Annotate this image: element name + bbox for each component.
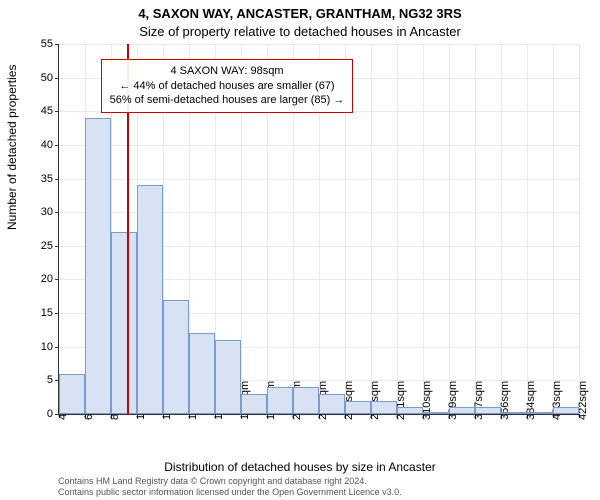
annot-line-2: ← 44% of detached houses are smaller (67… bbox=[119, 80, 334, 92]
histogram-bar bbox=[397, 407, 423, 414]
x-axis-label: Distribution of detached houses by size … bbox=[0, 460, 600, 474]
histogram-bar bbox=[189, 333, 215, 414]
histogram-chart: 4, SAXON WAY, ANCASTER, GRANTHAM, NG32 3… bbox=[0, 0, 600, 500]
x-tick-label: 384sqm bbox=[525, 381, 537, 420]
x-tick-label: 422sqm bbox=[577, 381, 589, 420]
histogram-bar bbox=[293, 387, 319, 414]
histogram-bar bbox=[423, 412, 449, 414]
x-tick-label: 403sqm bbox=[551, 381, 563, 420]
histogram-bar bbox=[267, 387, 293, 414]
histogram-bar bbox=[59, 374, 85, 414]
annot-line-1: 4 SAXON WAY: 98sqm bbox=[170, 65, 283, 77]
x-tick-label: 347sqm bbox=[473, 381, 485, 420]
histogram-bar bbox=[553, 407, 579, 414]
histogram-bar bbox=[111, 232, 137, 414]
histogram-bar bbox=[371, 401, 397, 414]
histogram-bar bbox=[527, 412, 553, 414]
footer-line-2: Contains public sector information licen… bbox=[58, 487, 402, 497]
histogram-bar bbox=[241, 394, 267, 414]
attribution-footer: Contains HM Land Registry data © Crown c… bbox=[58, 476, 402, 498]
histogram-bar bbox=[319, 394, 345, 414]
histogram-bar bbox=[345, 401, 371, 414]
y-axis-label: Number of detached properties bbox=[5, 65, 19, 230]
histogram-bar bbox=[85, 118, 111, 414]
footer-line-1: Contains HM Land Registry data © Crown c… bbox=[58, 476, 367, 486]
x-tick-label: 366sqm bbox=[499, 381, 511, 420]
histogram-bar bbox=[163, 300, 189, 414]
histogram-bar bbox=[137, 185, 163, 414]
chart-title-address: 4, SAXON WAY, ANCASTER, GRANTHAM, NG32 3… bbox=[0, 6, 600, 21]
plot-area: 051015202530354045505549sqm68sqm86sqm105… bbox=[58, 44, 579, 415]
annotation-box: 4 SAXON WAY: 98sqm ← 44% of detached hous… bbox=[101, 59, 354, 114]
x-tick-label: 310sqm bbox=[421, 381, 433, 420]
histogram-bar bbox=[475, 407, 501, 414]
chart-subtitle: Size of property relative to detached ho… bbox=[0, 24, 600, 39]
x-tick-label: 329sqm bbox=[447, 381, 459, 420]
histogram-bar bbox=[501, 412, 527, 414]
histogram-bar bbox=[215, 340, 241, 414]
annot-line-3: 56% of semi-detached houses are larger (… bbox=[110, 94, 345, 106]
histogram-bar bbox=[449, 407, 475, 414]
